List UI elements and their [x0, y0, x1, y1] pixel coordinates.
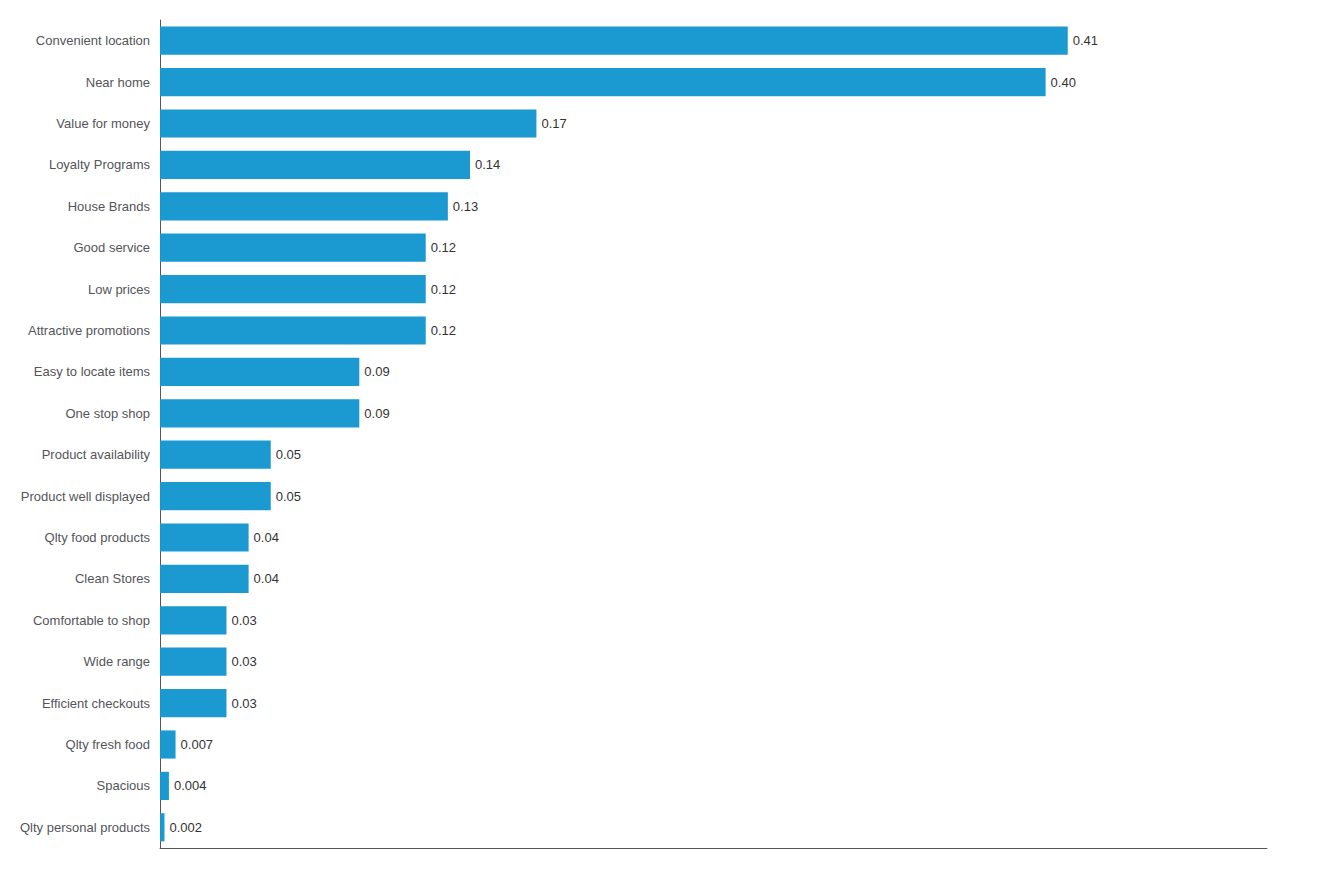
svg-text:Attractive promotions: Attractive promotions: [28, 323, 151, 338]
svg-text:0.09: 0.09: [364, 406, 389, 421]
svg-text:Value for money: Value for money: [56, 116, 150, 131]
svg-text:Product availability: Product availability: [42, 447, 151, 462]
svg-text:0.12: 0.12: [431, 282, 456, 297]
svg-text:0.17: 0.17: [541, 116, 566, 131]
svg-text:Product well displayed: Product well displayed: [21, 489, 150, 504]
svg-text:0.12: 0.12: [431, 240, 456, 255]
svg-text:0.04: 0.04: [254, 571, 279, 586]
svg-text:Efficient checkouts: Efficient checkouts: [42, 696, 151, 711]
svg-text:0.09: 0.09: [364, 364, 389, 379]
svg-text:Qlty personal products: Qlty personal products: [20, 820, 151, 835]
svg-text:Good service: Good service: [73, 240, 150, 255]
svg-text:0.14: 0.14: [475, 157, 500, 172]
svg-text:0.05: 0.05: [276, 447, 301, 462]
svg-text:Wide range: Wide range: [84, 654, 150, 669]
svg-text:0.05: 0.05: [276, 489, 301, 504]
svg-text:Comfortable to shop: Comfortable to shop: [33, 613, 150, 628]
svg-text:Near home: Near home: [86, 75, 150, 90]
svg-text:0.03: 0.03: [231, 654, 256, 669]
svg-text:0.12: 0.12: [431, 323, 456, 338]
svg-text:0.40: 0.40: [1051, 75, 1076, 90]
svg-text:Low prices: Low prices: [88, 282, 151, 297]
svg-text:House Brands: House Brands: [68, 199, 151, 214]
svg-text:0.41: 0.41: [1073, 33, 1098, 48]
svg-text:Qlty fresh food: Qlty fresh food: [66, 737, 151, 752]
svg-text:0.007: 0.007: [181, 737, 214, 752]
svg-text:One stop shop: One stop shop: [66, 406, 151, 421]
svg-text:0.002: 0.002: [169, 820, 202, 835]
svg-text:0.03: 0.03: [231, 613, 256, 628]
svg-text:0.03: 0.03: [231, 696, 256, 711]
svg-text:0.004: 0.004: [174, 778, 207, 793]
svg-text:Clean Stores: Clean Stores: [75, 571, 151, 586]
svg-text:Convenient location: Convenient location: [36, 33, 150, 48]
svg-text:Loyalty Programs: Loyalty Programs: [49, 157, 151, 172]
svg-text:Spacious: Spacious: [97, 778, 151, 793]
svg-text:0.13: 0.13: [453, 199, 478, 214]
svg-text:Qlty food products: Qlty food products: [45, 530, 151, 545]
svg-text:0.04: 0.04: [254, 530, 279, 545]
svg-text:Easy to locate items: Easy to locate items: [34, 364, 151, 379]
